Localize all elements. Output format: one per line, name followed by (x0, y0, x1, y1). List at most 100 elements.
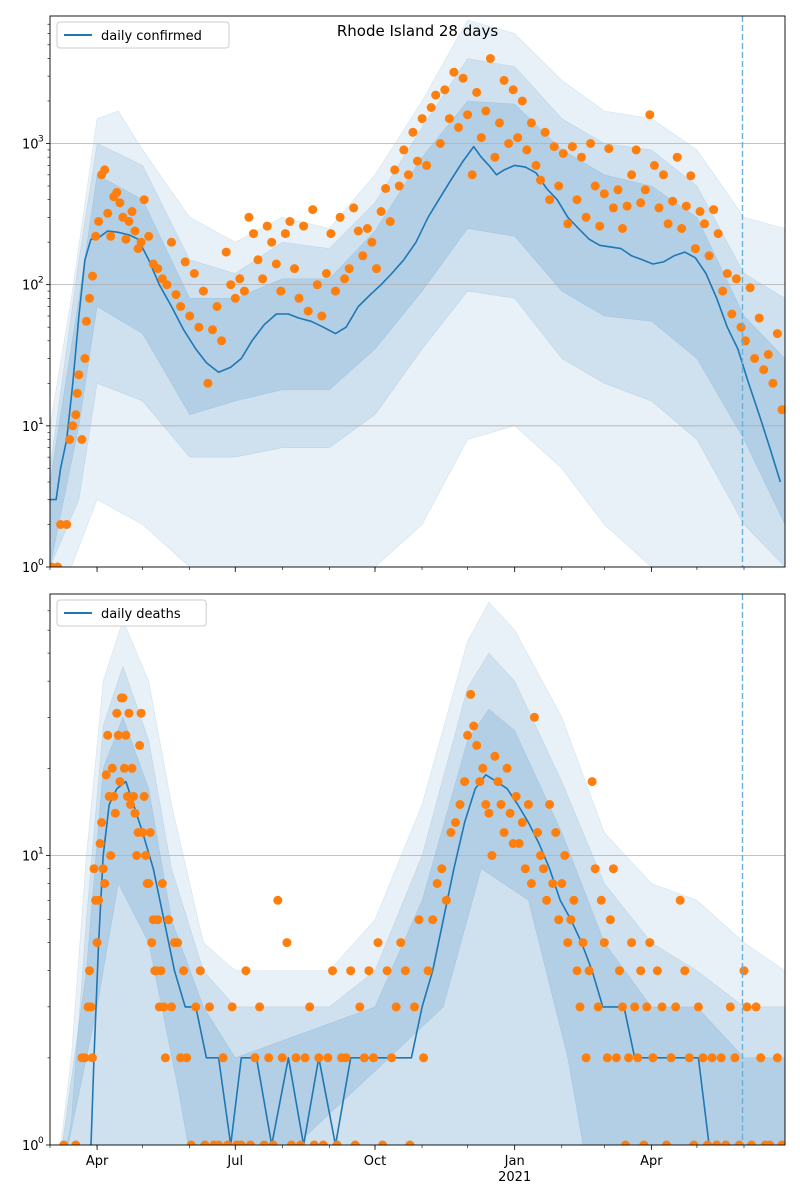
data-point (608, 864, 618, 874)
data-point (358, 251, 368, 261)
data-point (173, 938, 183, 948)
data-point (595, 221, 605, 231)
data-point (668, 196, 678, 206)
data-point (94, 217, 104, 226)
data-point (280, 229, 290, 239)
data-point (106, 851, 116, 860)
data-point (440, 85, 450, 95)
data-point (636, 966, 646, 976)
data-point (226, 280, 236, 290)
data-point (511, 791, 521, 801)
data-point (686, 171, 696, 181)
data-point (230, 293, 240, 303)
data-point (756, 1053, 766, 1063)
data-point (81, 316, 91, 326)
data-point (742, 1002, 752, 1012)
data-point (277, 1053, 287, 1063)
data-point (455, 800, 465, 809)
data-point (542, 895, 552, 905)
data-point (378, 1140, 388, 1145)
data-point (127, 763, 137, 773)
data-point (186, 1140, 196, 1145)
data-point (340, 274, 350, 284)
data-point (417, 114, 427, 124)
data-point (713, 229, 723, 239)
data-point (321, 269, 331, 278)
data-point (109, 791, 119, 801)
data-point (437, 864, 447, 874)
data-point (250, 1053, 260, 1063)
data-point (640, 185, 650, 195)
data-point (276, 286, 286, 296)
data-point (80, 1053, 90, 1063)
data-point (241, 966, 251, 976)
data-point (478, 763, 488, 773)
data-point (308, 205, 318, 215)
data-point (255, 1002, 265, 1012)
data-point (608, 203, 618, 213)
data-point (659, 170, 668, 180)
legend-box (56, 21, 230, 49)
data-point (167, 1002, 176, 1012)
data-point (709, 205, 719, 215)
data-point (203, 378, 213, 388)
data-point (144, 231, 154, 241)
data-point (391, 1002, 401, 1012)
band-outer (60, 601, 785, 1145)
legend: daily deaths (56, 599, 207, 627)
data-point (526, 118, 536, 128)
data-point (657, 1002, 667, 1012)
data-point (349, 203, 359, 213)
data-point (586, 139, 596, 148)
data-point (101, 770, 111, 780)
data-point (290, 264, 299, 274)
data-point (613, 185, 623, 195)
data-point (85, 293, 94, 303)
data-point (410, 1002, 419, 1012)
data-point (484, 808, 494, 818)
y-tick-label: 10 (22, 849, 39, 864)
data-point (139, 791, 149, 801)
data-point (387, 1053, 397, 1063)
y-tick-label: 10 (22, 561, 39, 576)
data-point (399, 145, 409, 155)
data-point (118, 693, 128, 703)
data-point (227, 1002, 237, 1012)
data-point (212, 302, 222, 311)
data-point (113, 730, 123, 740)
data-point (314, 1053, 324, 1063)
data-point (698, 1053, 708, 1063)
data-point (164, 915, 173, 925)
data-point (739, 966, 749, 976)
data-point (326, 229, 336, 239)
data-point (566, 915, 576, 925)
data-point (731, 274, 741, 284)
data-point (300, 1053, 310, 1063)
data-point (467, 170, 477, 180)
data-point (71, 1140, 81, 1145)
data-point (235, 274, 245, 284)
data-point (472, 740, 482, 750)
data-point (493, 777, 503, 787)
data-point (115, 198, 125, 208)
data-point (431, 90, 441, 100)
data-point (86, 1002, 96, 1012)
data-point (596, 895, 606, 905)
y-tick-exponent: 1 (38, 846, 44, 856)
series-line (50, 145, 782, 501)
data-point (648, 1053, 658, 1063)
data-point (318, 1140, 328, 1145)
data-point (716, 1053, 726, 1063)
data-point (362, 224, 372, 233)
data-point (98, 864, 108, 874)
data-point (476, 133, 486, 143)
data-point (581, 1053, 591, 1063)
data-point (112, 187, 122, 197)
data-point (536, 175, 545, 185)
data-point (331, 286, 340, 296)
data-point (200, 1140, 210, 1145)
data-point (419, 1053, 429, 1063)
data-point (414, 915, 424, 925)
data-point (106, 231, 116, 241)
